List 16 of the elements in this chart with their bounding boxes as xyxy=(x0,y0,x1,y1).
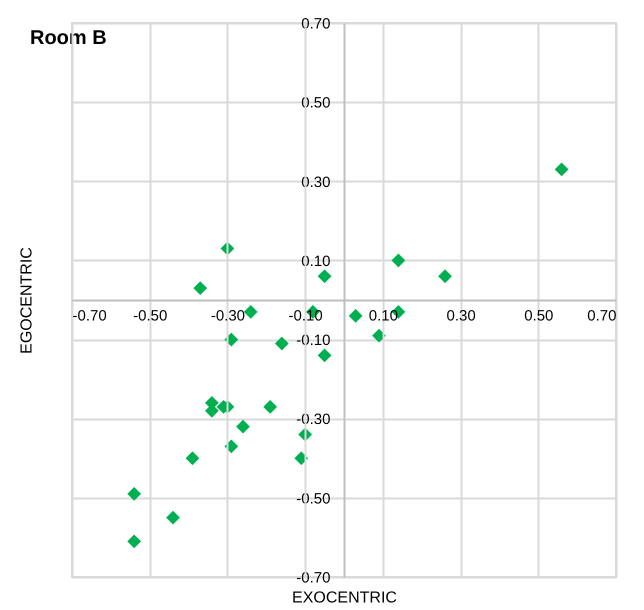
y-tick-label: 0.70 xyxy=(301,16,330,32)
x-tick-label: 0.30 xyxy=(446,308,476,324)
y-tick-label: -0.30 xyxy=(296,411,330,428)
y-tick-label: 0.30 xyxy=(301,174,330,191)
x-axis-title: EXOCENTRIC xyxy=(292,590,397,606)
x-tick-label: 0.10 xyxy=(368,308,398,324)
x-tick-label: -0.50 xyxy=(133,308,168,324)
y-tick-label: -0.10 xyxy=(296,332,330,350)
x-tick-label: -0.30 xyxy=(210,308,246,324)
y-tick-label: -0.70 xyxy=(296,570,330,586)
y-tick-label: 0.50 xyxy=(301,94,330,112)
x-tick-label: 0.50 xyxy=(524,308,554,324)
y-tick-label: -0.50 xyxy=(296,490,330,508)
x-tick-label: -0.70 xyxy=(72,308,107,324)
x-tick-label: 0.70 xyxy=(587,308,616,324)
y-axis-title: EGOCENTRIC xyxy=(18,247,36,354)
